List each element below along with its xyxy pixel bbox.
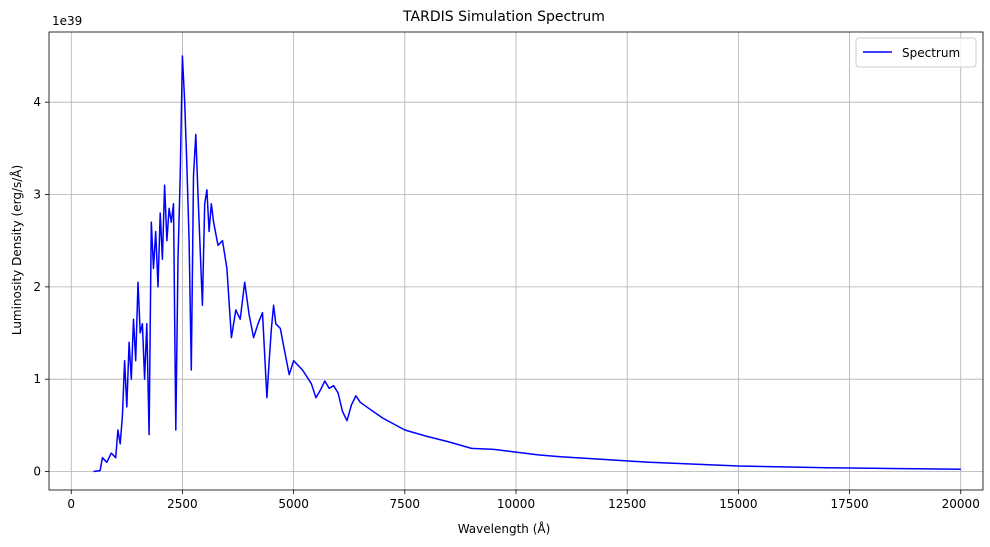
legend-label-spectrum: Spectrum <box>902 46 960 60</box>
legend: Spectrum <box>855 37 977 68</box>
grid-lines <box>49 32 983 490</box>
x-tick-label: 17500 <box>830 497 868 511</box>
x-tick-label: 7500 <box>390 497 421 511</box>
y-tick-label: 3 <box>33 188 41 202</box>
legend-box <box>855 37 977 68</box>
y-tick-label: 2 <box>33 280 41 294</box>
plot-area <box>93 55 961 473</box>
x-axis-ticks: 0 2500 5000 7500 10000 12500 15000 17500 20000 <box>67 490 980 511</box>
x-tick-label: 2500 <box>167 497 198 511</box>
y-tick-label: 4 <box>33 95 41 109</box>
y-offset-label: 1e39 <box>52 14 82 28</box>
y-axis-ticks: 0 1 2 3 4 <box>33 95 49 479</box>
x-tick-label: 20000 <box>942 497 980 511</box>
x-tick-label: 12500 <box>608 497 646 511</box>
x-tick-label: 10000 <box>497 497 535 511</box>
x-axis-label: Wavelength (Å) <box>458 521 551 536</box>
x-tick-label: 5000 <box>278 497 309 511</box>
y-axis-label: Luminosity Density (erg/s/Å) <box>9 165 24 335</box>
x-tick-label: 15000 <box>719 497 757 511</box>
y-tick-label: 0 <box>33 465 41 479</box>
y-tick-label: 1 <box>33 372 41 386</box>
chart-title: TARDIS Simulation Spectrum <box>402 9 605 25</box>
x-tick-label: 0 <box>67 497 75 511</box>
spectrum-series-line <box>93 55 961 473</box>
